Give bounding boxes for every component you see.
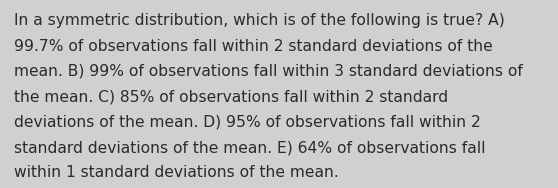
Text: the mean. C) 85% of observations fall within 2 standard: the mean. C) 85% of observations fall wi… (14, 89, 448, 104)
Text: deviations of the mean. D) 95% of observations fall within 2: deviations of the mean. D) 95% of observ… (14, 115, 480, 130)
Text: mean. B) 99% of observations fall within 3 standard deviations of: mean. B) 99% of observations fall within… (14, 64, 523, 79)
Text: within 1 standard deviations of the mean.: within 1 standard deviations of the mean… (14, 165, 339, 180)
Text: In a symmetric distribution, which is of the following is true? A): In a symmetric distribution, which is of… (14, 13, 504, 28)
Text: standard deviations of the mean. E) 64% of observations fall: standard deviations of the mean. E) 64% … (14, 140, 485, 155)
Text: 99.7% of observations fall within 2 standard deviations of the: 99.7% of observations fall within 2 stan… (14, 39, 493, 54)
